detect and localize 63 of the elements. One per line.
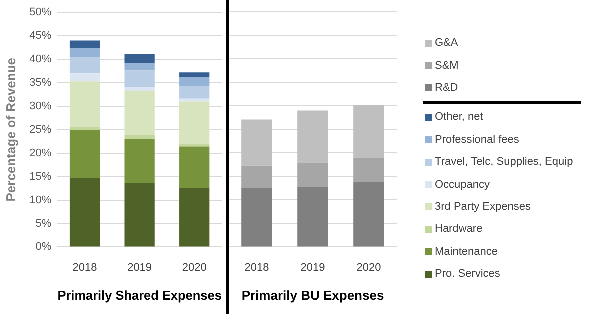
bar	[354, 182, 384, 247]
bar	[124, 183, 155, 247]
bar	[354, 158, 384, 182]
y-tick-label: 0%	[36, 241, 52, 254]
legend-label: Other, net	[435, 111, 484, 124]
legend-label: R&D	[435, 82, 458, 94]
bar	[180, 77, 210, 86]
y-tick-label: 30%	[30, 100, 52, 112]
y-axis-title: Percentage of Revenue	[3, 58, 18, 202]
x-tick-label: 2020	[182, 262, 207, 274]
bar	[180, 86, 210, 99]
bar	[298, 187, 328, 247]
y-tick-label: 50%	[30, 6, 52, 19]
legend-label: S&M	[435, 60, 459, 72]
y-tick-label: 25%	[30, 124, 52, 136]
y-tick-label: 45%	[30, 30, 52, 42]
bar	[70, 40, 100, 49]
bar	[70, 57, 100, 74]
legend-label: Travel, Telc, Supplies, Equip	[435, 156, 574, 168]
bar	[180, 102, 210, 144]
y-tick-label: 40%	[30, 54, 52, 66]
x-axis-title: Primarily Shared Expenses	[58, 288, 222, 303]
bar	[242, 120, 272, 166]
x-tick-label: 2020	[356, 262, 382, 274]
bar	[180, 146, 210, 189]
legend-label: Maintenance	[435, 246, 498, 258]
bar	[70, 82, 100, 128]
x-axis-title: Primarily BU Expenses	[242, 288, 384, 303]
bar	[70, 128, 100, 130]
x-tick-label: 2019	[300, 262, 326, 274]
y-tick-label: 10%	[30, 194, 52, 206]
x-tick-label: 2018	[244, 262, 270, 274]
legend-label: Hardware	[435, 223, 483, 236]
bar	[70, 48, 100, 58]
bar	[124, 90, 155, 136]
bar	[180, 188, 210, 247]
x-tick-label: 2018	[72, 262, 98, 274]
bar	[354, 105, 384, 158]
bar	[298, 110, 328, 163]
bar	[242, 166, 272, 188]
bar	[242, 188, 272, 247]
bar	[124, 136, 155, 140]
y-tick-label: 20%	[30, 147, 52, 160]
bar	[70, 130, 100, 178]
bar	[70, 178, 100, 247]
y-tick-label: 5%	[36, 218, 52, 230]
bar	[124, 70, 155, 88]
legend-label: G&A	[435, 37, 458, 50]
bar	[124, 87, 155, 91]
bar	[124, 63, 155, 71]
bar	[180, 144, 210, 147]
bar	[180, 72, 210, 78]
legend-label: Pro. Services	[435, 268, 500, 280]
x-tick-label: 2019	[128, 262, 152, 274]
bar	[124, 139, 155, 184]
legend-label: Occupancy	[435, 178, 490, 191]
y-tick-label: 35%	[30, 77, 52, 90]
legend-label: Professional fees	[435, 134, 520, 146]
legend-label: 3rd Party Expenses	[435, 200, 531, 213]
y-tick-label: 15%	[30, 170, 52, 183]
bar	[70, 74, 100, 82]
bar	[298, 163, 328, 188]
bar	[124, 54, 155, 64]
